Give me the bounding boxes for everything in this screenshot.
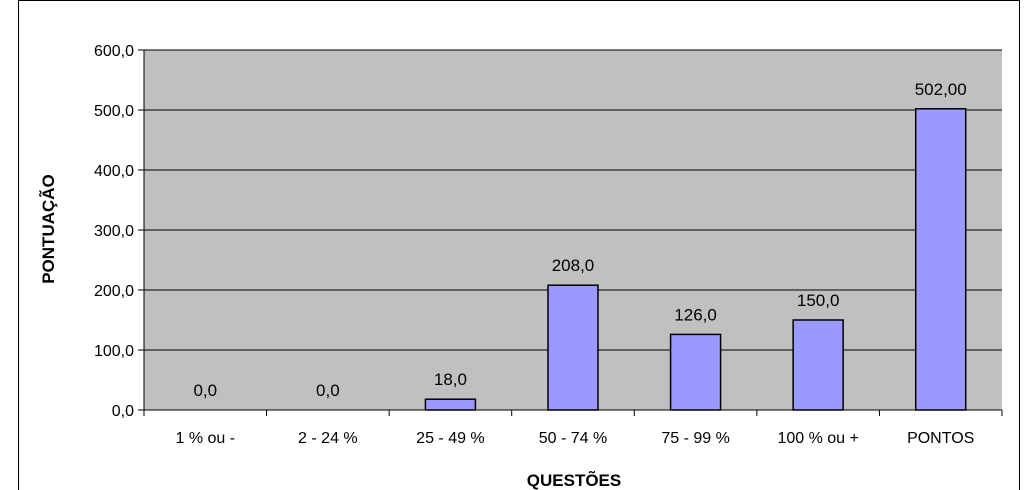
bar bbox=[792, 319, 844, 411]
x-tick-label: 25 - 49 % bbox=[416, 430, 484, 447]
x-tick-label: 100 % ou + bbox=[777, 430, 858, 447]
data-labels: 0,0 0,0 18,0 208,0 126,0 150,0 502,00 bbox=[193, 80, 966, 400]
x-axis-title: QUESTÕES bbox=[527, 470, 621, 490]
y-tick-label: 500,0 bbox=[94, 103, 134, 120]
data-label: 18,0 bbox=[434, 370, 467, 389]
x-tick-label: PONTOS bbox=[907, 430, 974, 447]
x-tick-label: 75 - 99 % bbox=[661, 430, 729, 447]
data-label: 126,0 bbox=[674, 305, 717, 324]
data-label: 0,0 bbox=[193, 381, 217, 400]
data-label: 208,0 bbox=[552, 256, 595, 275]
y-tick-labels: 0,0 100,0 200,0 300,0 400,0 500,0 600,0 bbox=[94, 43, 134, 420]
y-tick-label: 300,0 bbox=[94, 223, 134, 240]
chart-frame bbox=[18, 0, 1020, 490]
bars bbox=[424, 108, 967, 411]
x-tick-label: 50 - 74 % bbox=[539, 430, 607, 447]
y-axis-title: PONTUAÇÃO bbox=[38, 174, 58, 284]
y-tick-label: 200,0 bbox=[94, 283, 134, 300]
data-label: 502,00 bbox=[915, 80, 967, 99]
x-tick-label: 2 - 24 % bbox=[298, 430, 358, 447]
data-label: 150,0 bbox=[797, 291, 840, 310]
bar bbox=[424, 398, 477, 411]
bar bbox=[547, 284, 599, 411]
y-tick-label: 400,0 bbox=[94, 163, 134, 180]
y-tick-label: 100,0 bbox=[94, 343, 134, 360]
axes bbox=[138, 49, 1003, 416]
data-label: 0,0 bbox=[316, 381, 340, 400]
bar bbox=[914, 108, 967, 411]
y-tick-label: 600,0 bbox=[94, 43, 134, 60]
y-tick-label: 0,0 bbox=[112, 403, 134, 420]
x-tick-label: 1 % ou - bbox=[175, 430, 235, 447]
bar bbox=[669, 333, 722, 411]
x-tick-labels: 1 % ou - 2 - 24 % 25 - 49 % 50 - 74 % 75 - 9… bbox=[175, 430, 974, 447]
